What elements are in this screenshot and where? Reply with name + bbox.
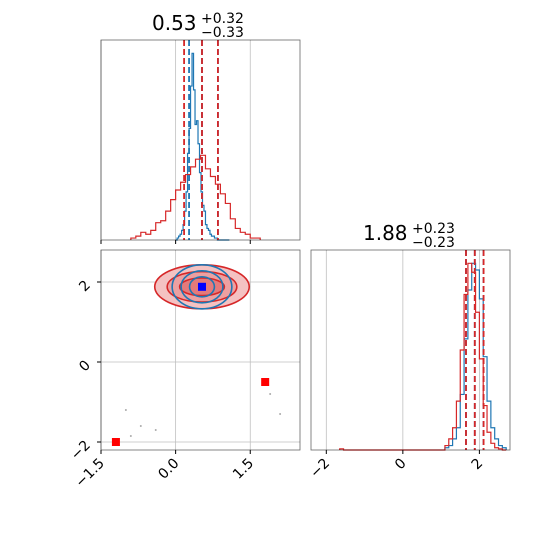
joint-scatter-point-1 [139, 425, 142, 427]
joint-contour-series-1-level-1 [180, 269, 224, 304]
joint-xtick-label-1: 0.0 [155, 456, 182, 483]
joint-contour-series-1-level-0 [171, 263, 233, 310]
hist1-xtick-label-1: 0 [392, 456, 410, 474]
title-param-0-value: 0.53 [152, 11, 197, 35]
joint-contour-panel: −1.5 0.0 1.5−202 [68, 249, 301, 491]
hist1-frame [310, 249, 511, 451]
title-param-1: 1.88 +0.23 −0.23 [363, 221, 455, 251]
joint-scatter-point-0 [124, 409, 127, 411]
title-param-1-value: 1.88 [363, 221, 408, 245]
title-param-0-upper: +0.32 [201, 11, 244, 27]
joint-scatter-point-3 [129, 435, 132, 437]
joint-scatter-point-4 [279, 413, 282, 415]
histogram-panel-param-0 [100, 39, 301, 244]
title-param-1-upper: +0.23 [412, 221, 455, 237]
hist1-hist-series-0 [444, 262, 507, 450]
hist1-xtick-label-0: −2 [307, 456, 333, 482]
title-param-0-lower: −0.33 [201, 25, 244, 41]
joint-marker-0 [111, 438, 120, 446]
joint-marker-1 [261, 378, 270, 386]
hist1-hist-series-1 [339, 262, 507, 451]
title-param-1-lower: −0.23 [412, 235, 455, 251]
joint-ytick-label-1: 0 [76, 358, 94, 376]
joint-truth-marker [197, 282, 206, 291]
histogram-panel-param-1: −2 0 2 [307, 249, 511, 482]
joint-ytick-label-0: −2 [68, 438, 94, 464]
joint-xtick-label-2: 1.5 [230, 456, 257, 483]
hist1-xtick-label-2: 2 [469, 456, 487, 474]
joint-scatter-point-2 [154, 429, 157, 431]
joint-frame [100, 249, 301, 451]
joint-contour-series-1-level-2 [188, 275, 216, 298]
hist0-frame [100, 39, 301, 241]
joint-ytick-label-2: 2 [76, 278, 94, 296]
hist0-hist-series-1 [130, 154, 261, 240]
title-param-0: 0.53 +0.32 −0.33 [152, 11, 244, 41]
joint-scatter-point-5 [269, 393, 272, 395]
